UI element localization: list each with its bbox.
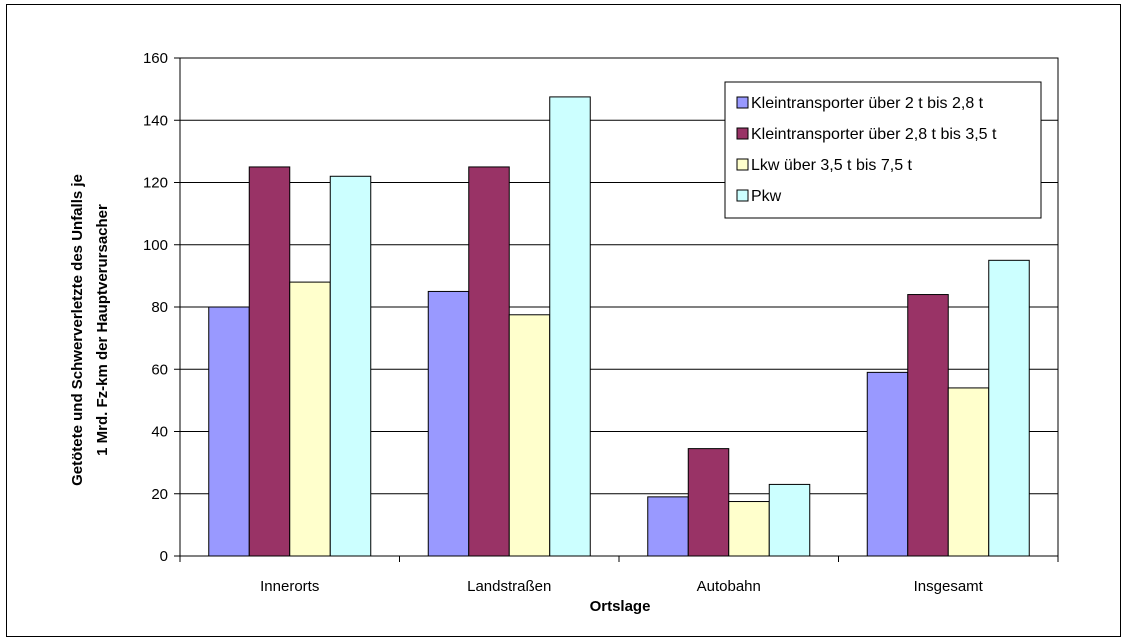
bar <box>427 290 470 557</box>
bar <box>728 501 770 557</box>
y-tick-label: 60 <box>151 361 168 378</box>
bar <box>768 483 811 557</box>
legend: Kleintransporter über 2 t bis 2,8 t Klein… <box>724 81 1042 219</box>
bar <box>687 448 730 557</box>
y-tick-label: 0 <box>160 548 168 565</box>
bars <box>208 96 1030 557</box>
y-tick-label: 100 <box>143 237 168 254</box>
y-tick-label: 120 <box>143 175 168 192</box>
legend-label: Kleintransporter über 2,8 t bis 3,5 t <box>751 126 997 143</box>
y-tick-label: 140 <box>143 112 168 129</box>
y-tick-label: 80 <box>151 299 168 316</box>
bar <box>289 281 331 557</box>
bar <box>208 306 250 557</box>
legend-swatch <box>736 158 749 171</box>
bar <box>248 166 291 557</box>
bar <box>647 496 689 557</box>
bar <box>549 96 591 557</box>
y-axis: 0 20 40 60 80 100 120 140 160 <box>143 50 180 565</box>
x-axis: Innerorts Landstraßen Autobahn Insgesamt <box>179 556 1059 595</box>
x-tick-label: Landstraßen <box>467 578 551 595</box>
legend-box <box>724 81 1042 219</box>
bar <box>947 387 990 557</box>
bar <box>468 166 510 557</box>
bar <box>329 175 372 557</box>
legend-label: Lkw über 3,5 t bis 7,5 t <box>751 157 913 174</box>
bar <box>907 294 949 557</box>
x-tick-label: Insgesamt <box>914 578 984 595</box>
bar <box>866 371 909 557</box>
legend-swatch <box>736 96 749 109</box>
legend-swatch <box>736 189 749 202</box>
x-tick-label: Innerorts <box>260 578 319 595</box>
y-tick-label: 20 <box>151 486 168 503</box>
legend-label: Kleintransporter über 2 t bis 2,8 t <box>751 95 984 112</box>
y-axis-title-line: Getötete und Schwerverletzte des Unfalls… <box>69 174 86 486</box>
bar <box>508 314 551 557</box>
x-axis-title: Ortslage <box>590 598 651 615</box>
y-axis-title: Getötete und Schwerverletzte des Unfalls… <box>69 174 111 486</box>
legend-label: Pkw <box>751 188 782 205</box>
legend-swatch <box>736 127 749 140</box>
y-tick-label: 160 <box>143 50 168 67</box>
y-tick-label: 40 <box>151 424 168 441</box>
x-tick-label: Autobahn <box>697 578 761 595</box>
bar <box>988 259 1030 557</box>
y-axis-title-line: 1 Mrd. Fz-km der Hauptverursacher <box>94 204 111 456</box>
